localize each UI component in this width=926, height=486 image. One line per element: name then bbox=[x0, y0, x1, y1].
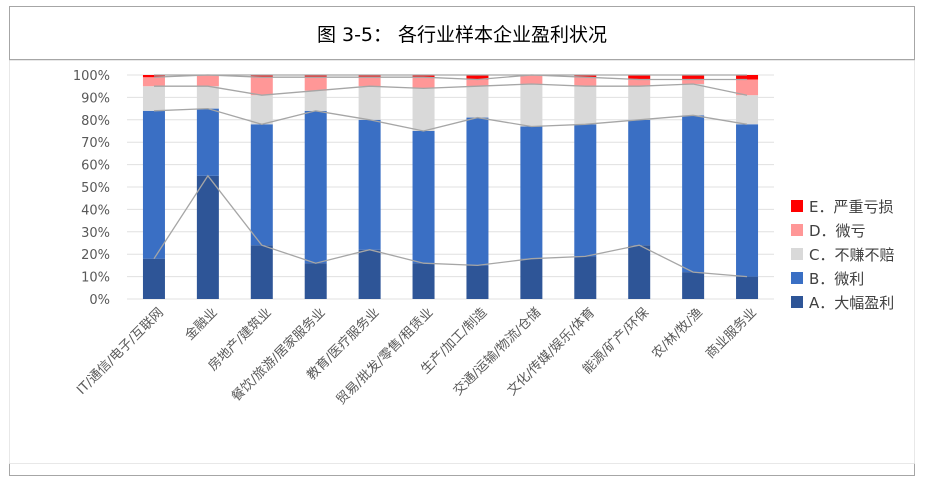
bar-segment bbox=[142, 75, 165, 78]
bar-segment bbox=[628, 245, 651, 299]
y-axis-ticks: 0% 10% 20% 30% 40% 50% 60% 70% 80% 90% 100% bbox=[73, 69, 110, 308]
y-tick-label: 10% bbox=[81, 271, 110, 286]
legend-label: D．微亏 bbox=[809, 222, 866, 240]
bar-segment bbox=[466, 86, 489, 118]
legend-label: B．微利 bbox=[809, 270, 864, 288]
bar-segment bbox=[358, 86, 381, 120]
bar-segment bbox=[682, 83, 705, 116]
bar-segment bbox=[304, 90, 327, 111]
bar-segment bbox=[520, 75, 543, 84]
y-tick-label: 70% bbox=[81, 136, 110, 151]
bar-segment bbox=[466, 79, 489, 87]
bar-segment bbox=[682, 272, 705, 299]
y-tick-label: 30% bbox=[81, 226, 110, 241]
bar-segment bbox=[682, 79, 705, 84]
y-tick-label: 90% bbox=[81, 91, 110, 106]
bar-segment bbox=[358, 119, 381, 250]
bar-segment bbox=[574, 77, 597, 87]
y-tick-label: 60% bbox=[81, 159, 110, 174]
bar-segment bbox=[412, 88, 435, 131]
bar-segment bbox=[250, 95, 273, 125]
bar-segment bbox=[412, 131, 435, 264]
bar-segment bbox=[466, 75, 489, 80]
y-tick-label: 80% bbox=[81, 114, 110, 129]
bar-segment bbox=[520, 126, 543, 259]
series-line bbox=[153, 107, 748, 132]
bar-segment bbox=[250, 77, 273, 96]
bars bbox=[142, 75, 759, 299]
bar-segment bbox=[142, 110, 165, 259]
legend-swatch bbox=[791, 296, 803, 308]
legend-swatch bbox=[791, 248, 803, 260]
y-tick-label: 100% bbox=[73, 69, 110, 84]
bar-segment bbox=[358, 249, 381, 299]
bar-segment bbox=[142, 258, 165, 299]
bar-segment bbox=[682, 75, 705, 80]
chart-area: 0% 10% 20% 30% 40% 50% 60% 70% 80% 90% 100% IT/通信/… bbox=[8, 59, 916, 465]
bar-segment bbox=[574, 86, 597, 125]
y-tick-label: 20% bbox=[81, 248, 110, 263]
legend-label: E．严重亏损 bbox=[809, 198, 893, 216]
bar-segment bbox=[250, 245, 273, 299]
bar-segment bbox=[574, 256, 597, 299]
bar-segment bbox=[142, 86, 165, 111]
legend-swatch bbox=[791, 200, 803, 212]
bar-segment bbox=[250, 124, 273, 246]
bar-segment bbox=[736, 95, 759, 125]
bar-segment bbox=[736, 124, 759, 277]
bar-segment bbox=[412, 263, 435, 299]
bar-segment bbox=[736, 75, 759, 80]
bar-segment bbox=[628, 119, 651, 246]
legend-swatch bbox=[791, 272, 803, 284]
bar-segment bbox=[196, 75, 219, 87]
series-line bbox=[153, 174, 748, 278]
legend-swatch bbox=[791, 224, 803, 236]
series-line bbox=[154, 83, 748, 96]
bar-segment bbox=[250, 75, 273, 78]
bar-segment bbox=[412, 77, 435, 89]
legend-label: A．大幅盈利 bbox=[809, 294, 894, 312]
bar-segment bbox=[628, 86, 651, 120]
bar-segment bbox=[142, 77, 165, 87]
bar-segment bbox=[304, 77, 327, 91]
bar-segment bbox=[736, 276, 759, 299]
series-lines bbox=[153, 74, 748, 278]
bar-segment bbox=[574, 124, 597, 257]
bar-segment bbox=[628, 79, 651, 87]
bar-segment bbox=[466, 117, 489, 266]
bar-segment bbox=[358, 77, 381, 87]
legend: E．严重亏损 D．微亏 C．不赚不赔 B．微利 A．大幅盈利 bbox=[791, 198, 894, 312]
bar-segment bbox=[196, 175, 219, 299]
y-tick-label: 40% bbox=[81, 203, 110, 218]
bar-segment bbox=[682, 115, 705, 273]
bar-segment bbox=[412, 75, 435, 78]
bar-segment bbox=[196, 86, 219, 109]
bar-segment bbox=[520, 258, 543, 299]
y-tick-label: 50% bbox=[81, 181, 110, 196]
bar-segment bbox=[520, 83, 543, 127]
bar-segment bbox=[736, 79, 759, 96]
legend-label: C．不赚不赔 bbox=[809, 246, 894, 264]
y-tick-label: 0% bbox=[89, 293, 110, 308]
bar-segment bbox=[304, 110, 327, 264]
figure-title: 图 3-5： 各行业样本企业盈利状况 bbox=[10, 7, 914, 60]
series-line bbox=[153, 74, 747, 81]
bar-segment bbox=[196, 108, 219, 176]
bar-segment bbox=[466, 265, 489, 299]
bar-segment bbox=[304, 263, 327, 299]
bar-segment bbox=[358, 75, 381, 78]
bar-segment bbox=[574, 75, 597, 78]
bar-segment bbox=[304, 75, 327, 78]
stacked-bar-chart: 0%10%20%30%40%50%60%70%80%90%100% IT/通信/… bbox=[8, 59, 916, 465]
bar-segment bbox=[628, 75, 651, 80]
